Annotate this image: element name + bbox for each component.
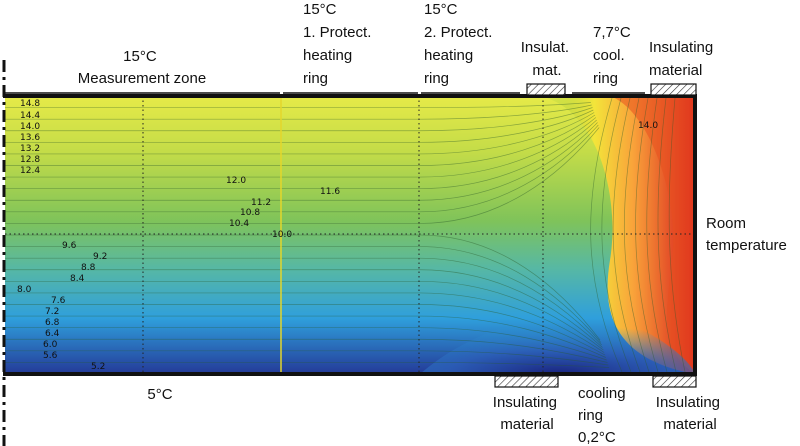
- isotherm-line: [5, 280, 604, 351]
- isotherm-label: 14.4: [20, 111, 40, 121]
- isotherm-line: [635, 97, 659, 373]
- insulation-block-bottom-left: [494, 375, 559, 388]
- isotherm-line: [657, 97, 677, 373]
- isotherm-label: 7.6: [51, 296, 66, 306]
- isotherm-label: 8.8: [81, 263, 96, 273]
- isotherm-line: [5, 234, 601, 341]
- temperature-field: [5, 96, 695, 374]
- isotherm-label: 8.0: [17, 285, 32, 295]
- isotherm-line: [5, 338, 608, 363]
- isotherm-labels: 14.8 14.4 14.0 13.6 13.2 12.8 12.4 12.0 …: [17, 99, 658, 372]
- isotherm-label: 12.0: [226, 176, 246, 186]
- isotherm-line: [5, 327, 607, 361]
- isotherm-lines: [5, 97, 686, 373]
- isotherm-label: 11.6: [320, 187, 340, 197]
- protect-ring-2-label: 15°C 2. Protect. heating ring: [424, 1, 497, 87]
- isotherm-label: 6.4: [45, 329, 60, 339]
- isotherm-line: [5, 104, 592, 120]
- isotherm-label: 12.4: [20, 166, 40, 176]
- insulation-bottom-left-label: Insulating material: [493, 394, 561, 433]
- isotherm-line: [5, 315, 606, 358]
- isotherm-line: [5, 304, 606, 356]
- isotherm-line: [5, 117, 597, 178]
- isotherm-line: [612, 97, 641, 373]
- isotherm-line: [5, 350, 609, 366]
- isotherm-label: 11.2: [251, 198, 271, 208]
- isotherm-line: [5, 124, 599, 213]
- isotherm-line: [5, 257, 602, 346]
- bottom-temperature-label: 5°C: [147, 386, 172, 403]
- isotherm-label: 9.2: [93, 252, 107, 262]
- isotherm-line: [5, 292, 605, 353]
- apparatus-borders: [3, 94, 697, 376]
- isotherm-label: 9.6: [62, 241, 77, 251]
- isotherm-label: 6.0: [43, 340, 58, 350]
- isotherm-line: [623, 97, 650, 373]
- isotherm-label: 14.0: [638, 121, 658, 131]
- isotherm-label: 6.8: [45, 318, 60, 328]
- isotherm-label: 14.8: [20, 99, 40, 109]
- isotherm-line: [5, 109, 594, 143]
- cooling-ring-top-label: 7,7°C cool. ring: [593, 24, 635, 87]
- isotherm-line: [601, 97, 632, 373]
- insulation-bottom-right-label: Insulating material: [656, 394, 724, 433]
- isotherm-line: [590, 97, 623, 373]
- isotherm-label: 5.2: [91, 362, 105, 372]
- isotherm-label: 12.8: [20, 155, 40, 165]
- isotherm-label: 13.2: [20, 144, 40, 154]
- isotherm-label: 8.4: [70, 274, 85, 284]
- isotherm-line: [5, 114, 596, 166]
- isotherm-line: [5, 119, 597, 190]
- insulation-top-left-label: Insulat. mat.: [521, 39, 574, 79]
- isotherm-label: 5.6: [43, 351, 58, 361]
- isotherm-line: [5, 112, 595, 155]
- cooling-ring-bottom-label: cooling ring 0,2°C: [578, 385, 630, 446]
- isotherm-label: 10.4: [229, 219, 249, 229]
- isotherm-line: [5, 122, 598, 201]
- insulation-top-right-label: Insulating material: [649, 39, 717, 79]
- isotherm-label: 7.2: [45, 307, 59, 317]
- isotherm-label: 14.0: [20, 122, 40, 132]
- isotherm-line: [646, 97, 668, 373]
- isotherm-label: 13.6: [20, 133, 40, 143]
- isotherm-line: [5, 269, 603, 348]
- isotherm-line: [5, 362, 610, 368]
- isotherm-line: [5, 102, 591, 108]
- insulation-block-top-right: [650, 83, 697, 96]
- isotherm-line: [5, 127, 600, 224]
- isotherm-label: 10.0: [272, 230, 292, 240]
- insulation-block-top-left: [526, 83, 566, 96]
- protect-ring-1-label: 15°C 1. Protect. heating ring: [303, 1, 376, 87]
- measurement-zone-label: 15°C Measurement zone: [78, 48, 206, 87]
- isotherm-line: [5, 246, 602, 343]
- dotted-grid: [5, 96, 695, 374]
- isotherm-line: [668, 97, 686, 373]
- isotherm-line: [5, 107, 593, 132]
- room-temperature-label: Room temperature: [706, 215, 787, 254]
- isotherm-label: 10.8: [240, 208, 260, 218]
- insulation-block-bottom-right: [652, 375, 697, 388]
